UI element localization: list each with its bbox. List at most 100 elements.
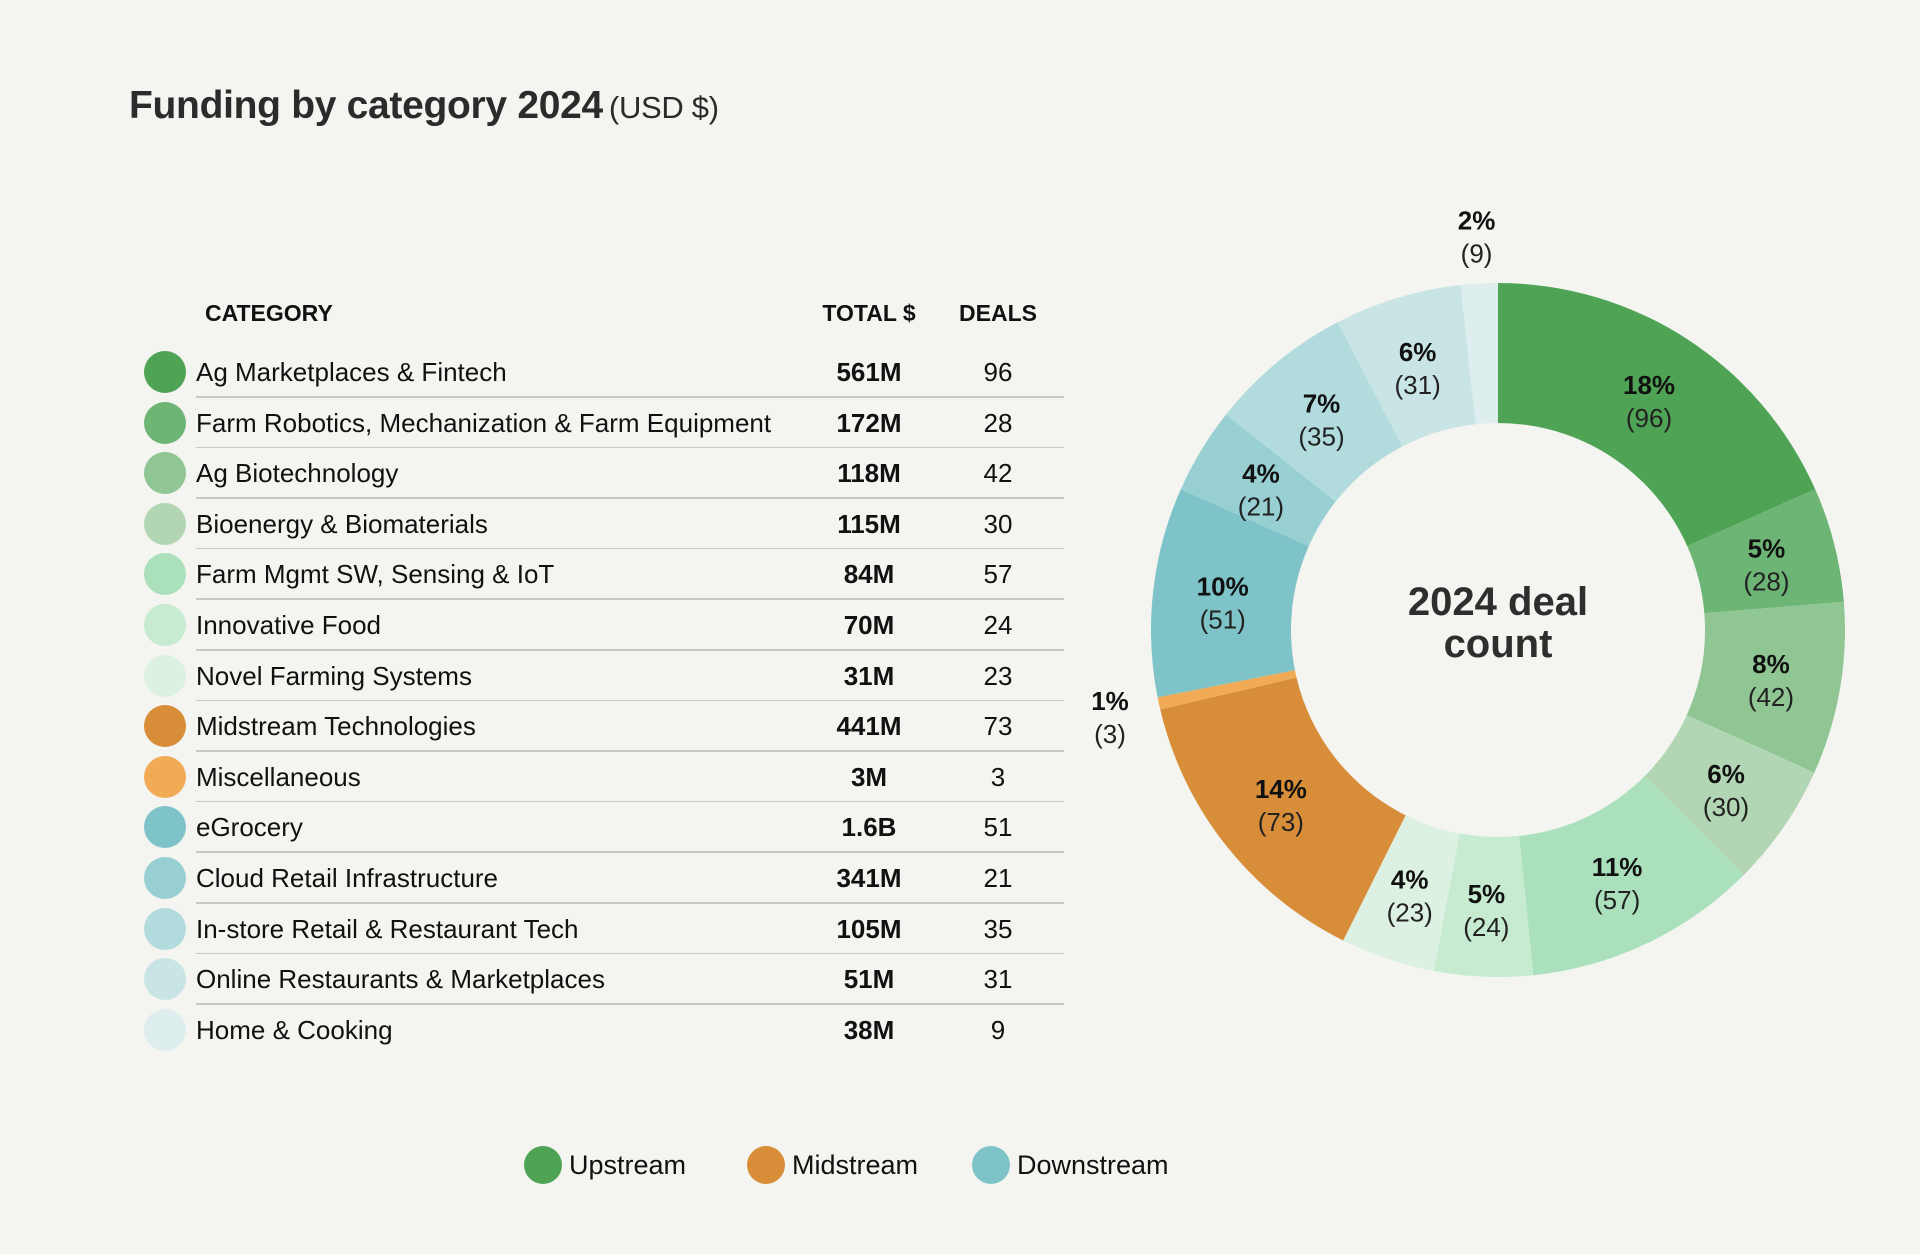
slice-percent-label: 18%: [1623, 370, 1675, 400]
donut-labels: 18%(96)5%(28)8%(42)6%(30)11%(57)5%(24)4%…: [1091, 206, 1794, 942]
category-deals: 96: [983, 357, 1013, 387]
slice-count-label: (28): [1743, 567, 1789, 597]
category-name: Innovative Food: [196, 610, 382, 640]
row-divider: [196, 547, 1064, 550]
legend-swatch: [524, 1146, 562, 1184]
category-deals: 51: [983, 812, 1013, 843]
category-total: 38M: [843, 1014, 895, 1045]
category-name: Farm Robotics, Mechanization & Farm Equi…: [196, 407, 772, 438]
donut-slice: [1519, 776, 1744, 976]
category-color-dot: [144, 958, 186, 1001]
donut-slice: [1225, 322, 1403, 502]
slice-count-label: (96): [1626, 403, 1672, 433]
category-color-dot: [144, 351, 186, 393]
chart-title-unit: (USD $): [608, 90, 719, 125]
slice-count-label: (24): [1463, 912, 1509, 942]
category-color-dot: [144, 502, 186, 545]
slice-percent-label: 4%: [1391, 865, 1429, 895]
category-total: 3M: [850, 761, 888, 792]
category-color-dot: [144, 755, 186, 798]
category-name: Miscellaneous: [196, 761, 361, 792]
table-row: Innovative Food 70M 24: [140, 600, 1064, 651]
table-row: Online Restaurants & Marketplaces 51M 31: [140, 954, 1064, 1005]
category-deals: 31: [983, 964, 1013, 995]
category-deals: 23: [983, 660, 1013, 691]
slice-percent-label: 4%: [1242, 459, 1280, 489]
row-divider: [196, 699, 1064, 702]
legend: Upstream Midstream Downstream: [0, 1143, 1920, 1187]
donut-slice: [1343, 815, 1460, 972]
category-name: Farm Mgmt SW, Sensing & IoT: [196, 559, 555, 590]
category-total: 561M: [836, 357, 902, 387]
slice-count-label: (57): [1594, 885, 1640, 915]
category-total: 84M: [843, 559, 895, 590]
slice-count-label: (51): [1200, 604, 1246, 634]
row-divider: [196, 497, 1064, 499]
slice-count-label: (73): [1258, 807, 1304, 837]
category-deals: 57: [983, 559, 1013, 590]
slice-percent-label: 7%: [1303, 389, 1341, 419]
row-divider: [196, 902, 1064, 904]
table-row: Novel Farming Systems 31M 23: [140, 651, 1064, 702]
table-row: Ag Biotechnology 118M 42: [140, 448, 1064, 499]
slice-percent-label: 11%: [1592, 852, 1643, 882]
slice-count-label: (21): [1238, 492, 1284, 522]
category-total: 172M: [836, 407, 902, 438]
slice-percent-label: 6%: [1399, 337, 1437, 367]
donut-center-label-line1: 2024 deal: [1408, 580, 1588, 624]
category-deals: 42: [983, 458, 1013, 489]
chart-title: Funding by category 2024 (USD $): [129, 84, 719, 128]
category-name: Cloud Retail Infrastructure: [196, 863, 499, 893]
category-total: 51M: [843, 964, 895, 995]
slice-percent-label: 5%: [1468, 879, 1506, 909]
category-color-dot: [144, 806, 186, 849]
category-name: Online Restaurants & Marketplaces: [196, 964, 605, 995]
table-row: In-store Retail & Restaurant Tech 105M 35: [140, 904, 1064, 955]
row-divider: [196, 598, 1064, 600]
donut-slice: [1686, 601, 1845, 773]
chart-title-main: Funding by category 2024: [129, 84, 603, 127]
category-deals: 3: [990, 761, 1006, 792]
column-header-total: TOTAL $: [822, 300, 916, 326]
category-color-dot: [144, 857, 186, 899]
category-name: Novel Farming Systems: [196, 660, 472, 691]
category-deals: 28: [983, 407, 1013, 438]
column-header-deals: DEALS: [959, 300, 1037, 326]
category-total: 118M: [837, 458, 901, 489]
row-divider: [196, 750, 1064, 752]
slice-percent-label: 10%: [1197, 571, 1249, 601]
donut-slice: [1337, 285, 1476, 447]
category-color-dot: [144, 452, 186, 495]
slice-count-label: (9): [1461, 239, 1493, 269]
row-divider: [196, 800, 1064, 803]
table-row: eGrocery 1.6B 51: [140, 802, 1064, 853]
legend-swatch: [972, 1146, 1010, 1184]
category-color-dot: [144, 401, 186, 444]
category-name: Home & Cooking: [196, 1014, 393, 1045]
category-deals: 73: [983, 711, 1013, 742]
donut-slice: [1160, 677, 1406, 941]
donut-slice: [1498, 283, 1816, 547]
slice-count-label: (35): [1298, 422, 1344, 452]
table-row: Midstream Technologies 441M 73: [140, 701, 1064, 752]
slice-percent-label: 8%: [1752, 649, 1790, 679]
row-divider: [196, 396, 1064, 398]
slice-percent-label: 14%: [1255, 774, 1307, 804]
donut-slice: [1687, 489, 1844, 614]
legend-label: Downstream: [1017, 1150, 1169, 1180]
table-row: Home & Cooking 38M 9: [140, 1005, 1064, 1056]
legend-swatch: [747, 1146, 785, 1184]
category-deals: 35: [983, 913, 1013, 944]
donut-slice: [1433, 833, 1534, 977]
category-name: eGrocery: [196, 812, 303, 843]
slice-count-label: (31): [1395, 370, 1441, 400]
donut-slice: [1180, 414, 1336, 547]
category-total: 115M: [837, 508, 901, 539]
category-total: 1.6B: [841, 812, 897, 843]
donut-center-label-line2: count: [1444, 622, 1553, 666]
slice-count-label: (3): [1094, 719, 1126, 749]
category-deals: 9: [990, 1014, 1006, 1045]
table-row: Miscellaneous 3M 3: [140, 752, 1064, 803]
donut-slice: [1460, 283, 1498, 425]
